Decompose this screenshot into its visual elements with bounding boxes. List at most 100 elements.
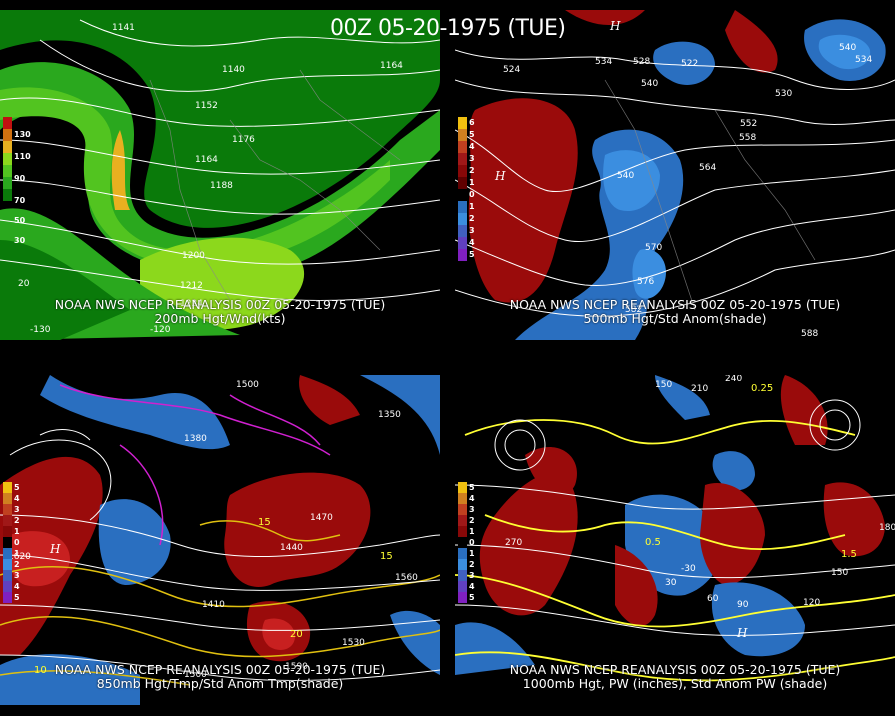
svg-text:1141: 1141 — [112, 23, 135, 33]
panel-1000mb: 150 210 240 0.25 270 30 0.5 60 90 120 15… — [455, 375, 895, 705]
svg-text:576: 576 — [637, 277, 654, 287]
svg-text:-120: -120 — [150, 325, 171, 335]
svg-text:240: 240 — [725, 375, 742, 384]
colorbar-label: 4 — [14, 494, 20, 503]
colorbar-label: 2 — [469, 516, 475, 525]
svg-text:270: 270 — [505, 538, 522, 548]
svg-text:1.5: 1.5 — [841, 549, 857, 560]
svg-text:1350: 1350 — [378, 410, 401, 420]
svg-text:60: 60 — [707, 594, 719, 604]
panel-caption-field: 200mb Hgt/Wnd(kts) — [154, 311, 286, 326]
colorbar-label: 0 — [14, 538, 20, 547]
svg-text:H: H — [49, 542, 61, 556]
colorbar-label: 0 — [469, 538, 475, 547]
svg-text:534: 534 — [855, 55, 872, 65]
svg-text:524: 524 — [503, 65, 520, 75]
svg-text:30: 30 — [665, 578, 677, 588]
panel-850mb: 1500 1380 1440 1470 1350 1410 1560 1530 … — [0, 375, 440, 705]
colorbar-label: 2 — [469, 166, 475, 175]
colorbar-label: 4 — [469, 582, 475, 591]
svg-text:1224: 1224 — [180, 299, 203, 309]
colorbar-850mb — [3, 482, 12, 603]
panel-caption-field: 1000mb Hgt, PW (inches), Std Anom PW (sh… — [522, 676, 828, 691]
svg-text:1500: 1500 — [184, 670, 207, 680]
svg-text:1500: 1500 — [236, 380, 259, 390]
svg-text:H: H — [494, 169, 506, 183]
panel-caption-source: NOAA NWS NCEP REANALYSIS 00Z 05-20-1975 … — [54, 662, 386, 677]
svg-text:1200: 1200 — [182, 251, 205, 261]
svg-text:-30: -30 — [681, 564, 696, 574]
colorbar-label: 1 — [469, 549, 475, 558]
svg-text:1176: 1176 — [232, 135, 255, 145]
colorbar-label: 4 — [469, 142, 475, 151]
colorbar-label: 3 — [469, 505, 475, 514]
colorbar-label: 30 — [14, 236, 26, 245]
svg-text:564: 564 — [699, 163, 716, 173]
colorbar-label: 1 — [14, 527, 20, 536]
svg-text:1530: 1530 — [342, 638, 365, 648]
svg-text:1560: 1560 — [395, 573, 418, 583]
svg-text:10: 10 — [34, 665, 47, 676]
svg-text:90: 90 — [737, 600, 749, 610]
svg-text:15: 15 — [258, 517, 271, 528]
map-500mb: 524 534 528 522 540 552 558 564 540 570 … — [455, 10, 895, 340]
svg-text:15: 15 — [380, 551, 393, 562]
colorbar-label: 1 — [469, 202, 475, 211]
svg-text:1212: 1212 — [180, 281, 203, 291]
svg-text:-130: -130 — [30, 325, 51, 335]
colorbar-label: 110 — [14, 152, 31, 161]
svg-text:H: H — [736, 626, 748, 640]
svg-text:180: 180 — [879, 523, 895, 533]
svg-text:1380: 1380 — [184, 434, 207, 444]
svg-text:530: 530 — [775, 89, 792, 99]
svg-text:1440: 1440 — [280, 543, 303, 553]
colorbar-label: 70 — [14, 196, 26, 205]
svg-text:540: 540 — [641, 79, 658, 89]
panel-caption-field: 850mb Hgt/Tmp/Std Anom Tmp(shade) — [96, 676, 344, 691]
colorbar-label: 1 — [469, 527, 475, 536]
svg-text:1140: 1140 — [222, 65, 245, 75]
colorbar-label: 3 — [469, 226, 475, 235]
colorbar-1000mb — [458, 482, 467, 603]
svg-text:1164: 1164 — [195, 155, 218, 165]
main-title: 00Z 05-20-1975 (TUE) — [330, 16, 566, 41]
svg-text:0.5: 0.5 — [645, 537, 661, 548]
panel-200mb: 1141 1140 1164 1152 1176 1164 1188 1200 … — [0, 10, 440, 340]
colorbar-label: 5 — [14, 483, 20, 492]
colorbar-label: 90 — [14, 174, 26, 183]
colorbar-label: 2 — [469, 560, 475, 569]
colorbar-label: 5 — [469, 250, 475, 259]
svg-text:582: 582 — [625, 305, 642, 315]
svg-text:1470: 1470 — [310, 513, 333, 523]
svg-text:20: 20 — [290, 629, 303, 640]
colorbar-label: 5 — [469, 483, 475, 492]
svg-text:588: 588 — [801, 329, 818, 339]
colorbar-200mb — [3, 117, 12, 201]
svg-text:1152: 1152 — [195, 101, 218, 111]
svg-text:1410: 1410 — [202, 600, 225, 610]
panel-caption-source: NOAA NWS NCEP REANALYSIS 00Z 05-20-1975 … — [509, 297, 841, 312]
svg-text:570: 570 — [645, 243, 662, 253]
colorbar-label: 5 — [469, 593, 475, 602]
svg-text:1164: 1164 — [380, 61, 403, 71]
map-200mb: 1141 1140 1164 1152 1176 1164 1188 1200 … — [0, 10, 440, 340]
colorbar-label: 3 — [14, 571, 20, 580]
svg-text:528: 528 — [633, 57, 650, 67]
svg-text:540: 540 — [839, 43, 856, 53]
svg-text:552: 552 — [740, 119, 757, 129]
svg-text:120: 120 — [803, 598, 820, 608]
colorbar-label: 4 — [469, 238, 475, 247]
map-1000mb: 150 210 240 0.25 270 30 0.5 60 90 120 15… — [455, 375, 895, 682]
svg-text:1590: 1590 — [285, 662, 308, 672]
svg-text:0.25: 0.25 — [751, 383, 773, 394]
panel-caption-source: NOAA NWS NCEP REANALYSIS 00Z 05-20-1975 … — [54, 297, 386, 312]
panel-caption-source: NOAA NWS NCEP REANALYSIS 00Z 05-20-1975 … — [509, 662, 841, 677]
svg-text:522: 522 — [681, 59, 698, 69]
colorbar-label: 4 — [14, 582, 20, 591]
colorbar-500mb — [458, 117, 467, 261]
colorbar-label: 50 — [14, 216, 26, 225]
svg-text:540: 540 — [617, 171, 634, 181]
colorbar-label: 4 — [469, 494, 475, 503]
colorbar-label: 2 — [469, 214, 475, 223]
svg-text:534: 534 — [595, 57, 612, 67]
